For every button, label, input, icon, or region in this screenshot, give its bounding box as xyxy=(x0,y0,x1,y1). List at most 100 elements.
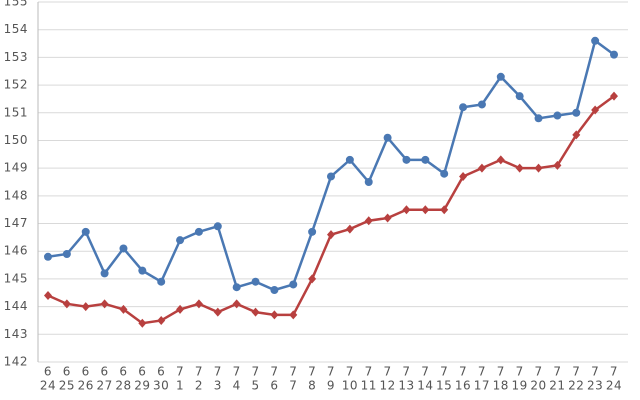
point xyxy=(138,266,147,275)
x-tick-label: 7 xyxy=(176,365,184,379)
point xyxy=(251,307,260,317)
x-tick-label: 7 xyxy=(591,365,599,379)
point xyxy=(176,304,185,314)
point xyxy=(157,277,166,286)
x-tick-label: 22 xyxy=(568,379,584,393)
x-tick-label: 25 xyxy=(59,379,75,393)
x-tick-label: 3 xyxy=(214,379,222,393)
x-tick-label: 1 xyxy=(176,379,184,393)
point xyxy=(402,155,411,164)
point xyxy=(572,108,581,117)
x-tick-label: 7 xyxy=(497,365,505,379)
point xyxy=(440,205,449,215)
x-tick-label: 4 xyxy=(233,379,241,393)
point xyxy=(100,299,109,309)
x-tick-label: 7 xyxy=(610,365,618,379)
x-tick-label: 7 xyxy=(346,365,354,379)
x-tick-label: 19 xyxy=(512,379,528,393)
point xyxy=(81,227,90,236)
x-tick-label: 7 xyxy=(327,365,335,379)
x-tick-label: 7 xyxy=(270,365,278,379)
x-tick-label: 7 xyxy=(440,365,448,379)
point xyxy=(496,72,505,81)
point xyxy=(232,283,241,292)
point xyxy=(572,130,581,140)
x-tick-label: 11 xyxy=(361,379,377,393)
x-tick-label: 7 xyxy=(553,365,561,379)
point xyxy=(534,163,543,173)
x-tick-label: 10 xyxy=(342,379,358,393)
series-line xyxy=(47,95,615,325)
point xyxy=(62,250,71,258)
y-tick-label: 142 xyxy=(4,355,28,369)
y-tick-label: 151 xyxy=(4,105,28,119)
point xyxy=(81,302,90,312)
point xyxy=(232,299,241,309)
x-tick-label: 7 xyxy=(195,365,203,379)
x-tick-label: 7 xyxy=(289,365,297,379)
x-tick-label: 7 xyxy=(534,365,542,379)
x-tick-label: 7 xyxy=(365,365,373,379)
point xyxy=(515,163,524,173)
x-tick-label: 20 xyxy=(530,379,546,393)
point xyxy=(383,133,392,142)
y-tick-label: 153 xyxy=(4,50,28,64)
x-tick-label: 24 xyxy=(40,379,56,393)
x-tick-label: 5 xyxy=(251,379,259,393)
x-tick-label: 7 xyxy=(289,379,297,393)
y-tick-label: 150 xyxy=(4,133,28,147)
point xyxy=(364,178,373,186)
x-tick-label: 18 xyxy=(493,379,509,393)
point xyxy=(459,103,468,112)
point xyxy=(459,171,468,181)
point xyxy=(534,114,543,123)
point xyxy=(610,91,618,101)
y-tick-label: 154 xyxy=(4,22,28,36)
x-tick-label: 2 xyxy=(195,379,203,393)
x-tick-label: 7 xyxy=(308,365,316,379)
y-tick-label: 149 xyxy=(4,161,28,175)
x-tick-label: 21 xyxy=(549,379,565,393)
point xyxy=(194,299,203,309)
point xyxy=(327,172,335,181)
point xyxy=(138,318,147,328)
x-tick-label: 6 xyxy=(138,365,146,379)
point xyxy=(553,111,562,120)
point xyxy=(157,315,166,325)
y-tick-label: 147 xyxy=(4,216,28,230)
x-tick-label: 7 xyxy=(572,365,580,379)
point xyxy=(345,224,354,234)
point xyxy=(402,205,411,215)
x-tick-label: 7 xyxy=(478,365,486,379)
y-tick-label: 146 xyxy=(4,244,28,258)
point xyxy=(515,92,524,101)
x-tick-label: 7 xyxy=(421,365,429,379)
x-tick-label: 9 xyxy=(327,379,335,393)
point xyxy=(591,36,600,45)
point xyxy=(289,310,298,320)
x-tick-label: 15 xyxy=(436,379,452,393)
point xyxy=(100,269,109,278)
y-tick-label: 152 xyxy=(4,78,28,92)
x-tick-label: 27 xyxy=(96,379,112,393)
point xyxy=(62,299,71,309)
x-tick-label: 7 xyxy=(384,365,392,379)
y-tick-label: 148 xyxy=(4,188,28,202)
point xyxy=(383,213,392,223)
point xyxy=(270,286,279,294)
point xyxy=(270,310,279,320)
x-tick-label: 17 xyxy=(474,379,490,393)
x-tick-label: 29 xyxy=(134,379,150,393)
point xyxy=(119,304,128,314)
point xyxy=(345,155,354,164)
x-tick-label: 7 xyxy=(233,365,241,379)
x-tick-label: 6 xyxy=(82,365,90,379)
point xyxy=(251,277,260,286)
x-tick-label: 12 xyxy=(379,379,395,393)
y-tick-label: 155 xyxy=(4,0,28,9)
point xyxy=(440,169,449,178)
x-tick-label: 16 xyxy=(455,379,471,393)
point xyxy=(364,216,373,226)
x-tick-label: 6 xyxy=(101,365,109,379)
